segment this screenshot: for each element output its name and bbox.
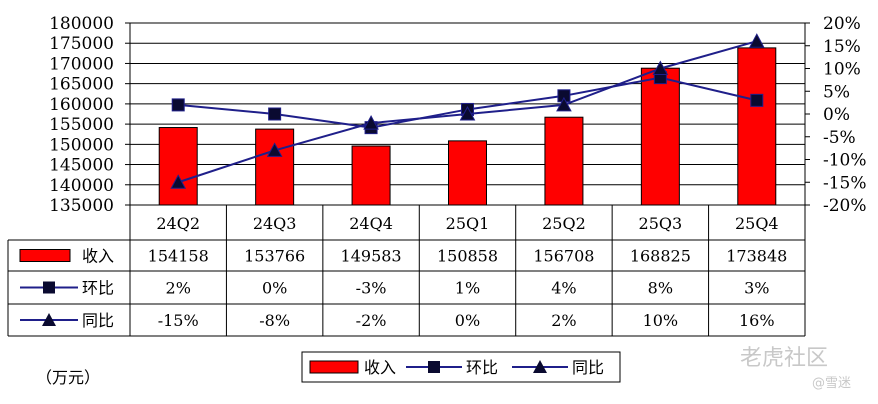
table-cell: -3% [356,279,387,298]
table-cell: 4% [551,279,576,298]
table-cell: 0% [262,279,287,298]
table-row-label: 收入 [82,247,114,266]
bar-revenue [640,67,680,206]
y-right-tick-label: -10% [823,151,867,171]
yoy-marker [748,33,765,48]
table-cell: 154158 [148,247,209,266]
table-cell: 168825 [630,247,691,266]
qoq-marker [268,107,282,121]
table-cell: -15% [158,311,199,330]
table-cell: 0% [455,311,480,330]
bar-revenue [351,145,391,206]
x-tick-label: 24Q2 [156,214,200,233]
watermark: 老虎社区 [740,346,829,371]
y-right-tick-label: 10% [823,60,861,80]
y-right-tick-label: 15% [823,37,861,57]
y-left-tick-label: 135000 [49,196,114,216]
bar-revenue [737,47,777,206]
y-left-tick-label: 140000 [49,176,114,196]
table-cell: 2% [166,279,191,298]
legend-key-revenue [19,249,71,262]
qoq-marker [171,98,185,112]
table-row-label: 同比 [82,311,114,330]
table-cell: 156708 [533,247,594,266]
y-left-tick-label: 155000 [49,115,114,135]
yoy-marker [170,174,187,189]
legend-label: 收入 [364,358,396,377]
y-left-tick-label: 180000 [49,14,114,34]
y-right-tick-label: 5% [823,82,850,102]
table-cell: -8% [259,311,290,330]
table-row-label: 环比 [82,279,114,298]
yoy-marker [266,142,283,157]
bar-revenue [448,140,487,206]
watermark-sub: @雪迷 [812,376,852,391]
x-tick-label: 24Q4 [349,214,393,233]
table-cell: 10% [643,311,679,330]
table-cell: 3% [744,279,769,298]
y-left-tick-label: 175000 [49,34,114,54]
y-left-tick-label: 145000 [49,156,114,176]
bar-revenue [544,116,584,206]
y-left-tick-label: 170000 [49,54,114,74]
qoq-marker [750,93,764,107]
legend-label: 环比 [466,358,498,377]
table-cell: -2% [356,311,387,330]
y-right-tick-label: -5% [823,128,856,148]
x-tick-label: 25Q3 [639,214,683,233]
legend-key-marker [42,313,56,326]
x-tick-label: 25Q1 [446,214,490,233]
yoy-marker [556,96,572,112]
legend-key-marker [428,361,440,373]
yoy-marker [652,60,669,75]
table-cell: 149583 [341,247,402,266]
yoy-marker [459,105,476,121]
y-right-tick-label: -15% [823,173,867,193]
y-right-tick-label: -20% [823,196,867,216]
y-right-tick-label: 20% [823,14,861,34]
bar-revenue [255,128,295,206]
legend-key-marker [43,281,55,294]
table-cell: 153766 [244,247,305,266]
unit-label: （万元） [36,368,101,387]
x-tick-label: 25Q4 [735,214,779,233]
table-cell: 2% [551,311,576,330]
y-left-tick-label: 150000 [49,135,114,155]
table-cell: 150858 [437,247,498,266]
bar-revenue [158,127,198,206]
x-tick-label: 25Q2 [542,214,586,233]
yoy-marker [363,115,379,130]
y-left-tick-label: 165000 [49,75,114,95]
legend-key-marker [533,360,547,373]
table-cell: 8% [648,279,673,298]
y-right-tick-label: 0% [823,105,850,125]
table-cell: 173848 [726,247,787,266]
table-cell: 1% [455,279,480,298]
legend-label: 同比 [572,358,604,377]
y-left-tick-label: 160000 [49,95,114,115]
table-cell: 16% [739,311,775,330]
x-tick-label: 24Q3 [253,214,297,233]
legend-key-revenue [309,360,359,374]
